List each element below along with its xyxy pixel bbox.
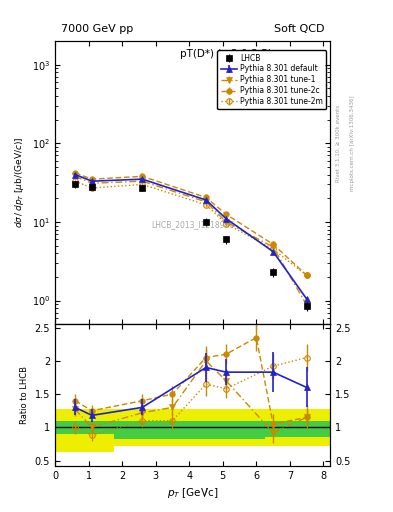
Text: Soft QCD: Soft QCD — [274, 24, 325, 34]
Y-axis label: $d\sigma\,/\,dp_T\;[\mu\mathrm{b}/(\mathrm{GeV}/c)]$: $d\sigma\,/\,dp_T\;[\mu\mathrm{b}/(\math… — [13, 137, 26, 228]
Text: pT(D*) (y-3.0-3.5): pT(D*) (y-3.0-3.5) — [180, 50, 272, 59]
Y-axis label: Ratio to LHCB: Ratio to LHCB — [20, 366, 29, 424]
Text: mcplots.cern.ch [arXiv:1306.3436]: mcplots.cern.ch [arXiv:1306.3436] — [350, 96, 355, 191]
Text: LHCB_2013_I1218996: LHCB_2013_I1218996 — [151, 221, 234, 229]
Legend: LHCB, Pythia 8.301 default, Pythia 8.301 tune-1, Pythia 8.301 tune-2c, Pythia 8.: LHCB, Pythia 8.301 default, Pythia 8.301… — [217, 51, 326, 109]
X-axis label: $p_T$ [GeV$\!\!$/c]: $p_T$ [GeV$\!\!$/c] — [167, 486, 218, 500]
Text: 7000 GeV pp: 7000 GeV pp — [61, 24, 133, 34]
Text: Rivet 3.1.10, ≥ 300k events: Rivet 3.1.10, ≥ 300k events — [336, 105, 341, 182]
